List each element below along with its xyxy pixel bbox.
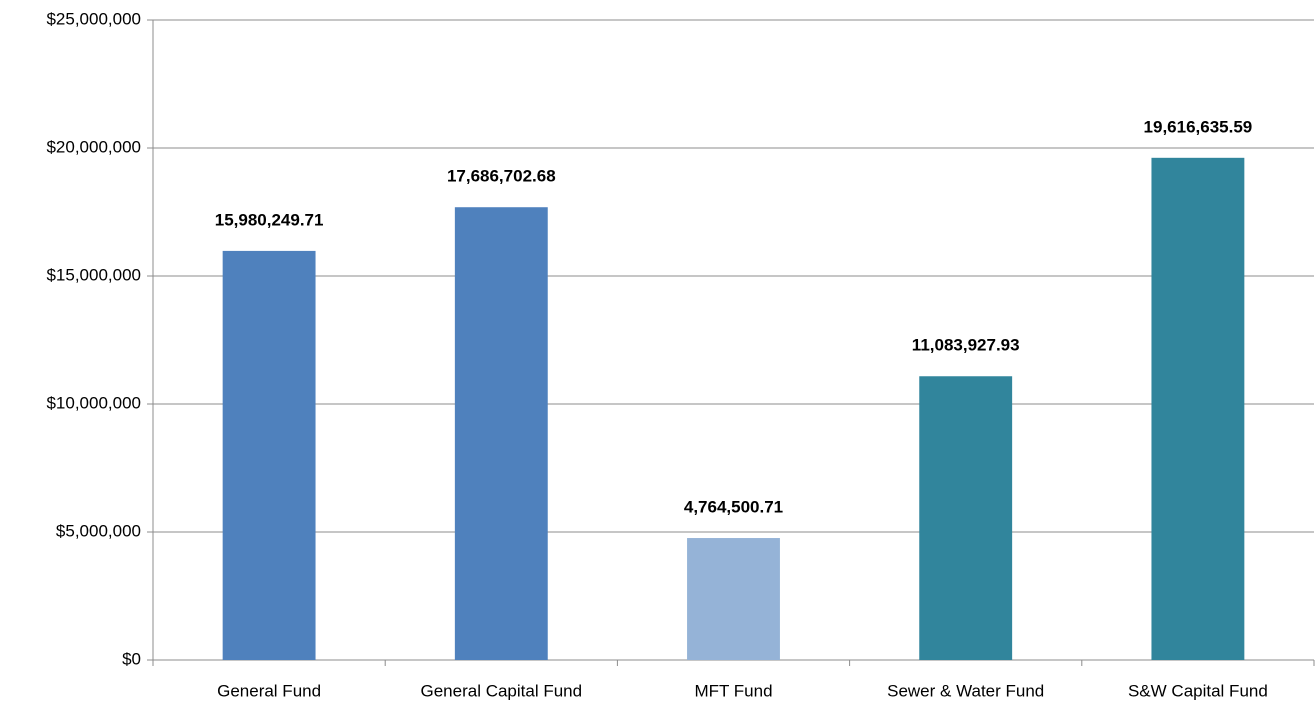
bar [687, 538, 780, 660]
bar [1151, 157, 1245, 660]
value-label: 17,686,702.68 [447, 167, 556, 186]
y-tick-label: $10,000,000 [46, 393, 141, 412]
value-label: 19,616,635.59 [1144, 117, 1253, 136]
bar [919, 376, 1013, 660]
y-tick-label: $5,000,000 [56, 521, 141, 540]
value-label: 4,764,500.71 [684, 498, 783, 517]
y-tick-label: $0 [122, 649, 141, 668]
x-tick-label: General Capital Fund [421, 681, 583, 700]
bar [222, 250, 316, 660]
value-label: 11,083,927.93 [912, 336, 1020, 355]
y-tick-label: $25,000,000 [46, 9, 141, 28]
x-tick-label: General Fund [217, 681, 321, 700]
x-tick-label: Sewer & Water Fund [887, 681, 1044, 700]
value-label: 15,980,249.71 [215, 210, 324, 229]
x-tick-label: S&W Capital Fund [1128, 681, 1268, 700]
y-tick-label: $15,000,000 [46, 265, 141, 284]
bar [454, 207, 548, 661]
y-tick-label: $20,000,000 [46, 137, 141, 156]
x-tick-label: MFT Fund [694, 681, 772, 700]
